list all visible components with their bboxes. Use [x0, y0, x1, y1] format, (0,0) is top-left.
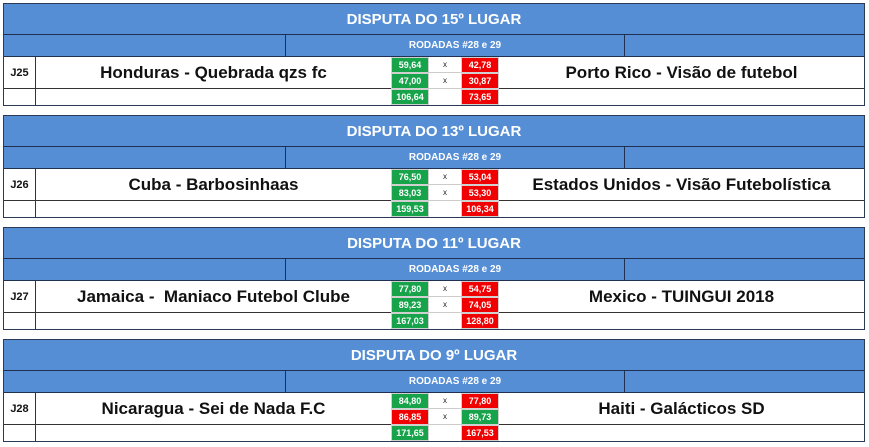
game-id: J26: [4, 169, 36, 201]
home-total-score: 167,03: [391, 313, 429, 329]
rounds-label: RODADAS #28 e 29: [408, 264, 502, 275]
divider: [285, 147, 286, 168]
game-id: J25: [4, 57, 36, 89]
empty-cell: [4, 313, 36, 329]
home-score-round-29: 83,03: [391, 185, 429, 201]
versus-mark: x: [429, 57, 461, 73]
home-team-name: Cuba - Barbosinhaas: [36, 169, 391, 201]
away-total-score: 167,53: [461, 425, 499, 441]
empty-cell: [429, 313, 461, 329]
block-title: DISPUTA DO 13º LUGAR: [4, 116, 864, 147]
rounds-header: RODADAS #28 e 29: [4, 35, 864, 57]
divider: [285, 371, 286, 392]
away-team-name: Estados Unidos - Visão Futebolística: [499, 169, 864, 201]
home-team-name: Jamaica - Maniaco Futebol Clube: [36, 281, 391, 313]
away-total-score: 73,65: [461, 89, 499, 105]
divider: [285, 35, 286, 56]
divider: [624, 371, 625, 392]
home-team-name: Honduras - Quebrada qzs fc: [36, 57, 391, 89]
game-id: J27: [4, 281, 36, 313]
away-score-round-29: 30,87: [461, 73, 499, 89]
empty-cell: [429, 201, 461, 217]
rounds-label: RODADAS #28 e 29: [408, 376, 502, 387]
match-block-11th-place: DISPUTA DO 11º LUGAR RODADAS #28 e 29 J2…: [3, 227, 865, 330]
match-block-9th-place: DISPUTA DO 9º LUGAR RODADAS #28 e 29 J28…: [3, 339, 865, 442]
home-score-round-28: 84,80: [391, 393, 429, 409]
away-score-round-29: 74,05: [461, 297, 499, 313]
versus-mark: x: [429, 73, 461, 89]
versus-mark: x: [429, 281, 461, 297]
away-team-name: Porto Rico - Visão de futebol: [499, 57, 864, 89]
away-score-round-28: 77,80: [461, 393, 499, 409]
divider: [285, 259, 286, 280]
empty-cell: [4, 201, 36, 217]
versus-mark: x: [429, 409, 461, 425]
block-title: DISPUTA DO 11º LUGAR: [4, 228, 864, 259]
match-block-15th-place: DISPUTA DO 15º LUGAR RODADAS #28 e 29 J2…: [3, 3, 865, 106]
versus-mark: x: [429, 185, 461, 201]
match-block-13th-place: DISPUTA DO 13º LUGAR RODADAS #28 e 29 J2…: [3, 115, 865, 218]
block-title: DISPUTA DO 15º LUGAR: [4, 4, 864, 35]
away-score-round-28: 54,75: [461, 281, 499, 297]
versus-mark: x: [429, 297, 461, 313]
rounds-header: RODADAS #28 e 29: [4, 259, 864, 281]
home-score-round-28: 77,80: [391, 281, 429, 297]
divider: [624, 259, 625, 280]
home-total-score: 106,64: [391, 89, 429, 105]
home-score-round-29: 47,00: [391, 73, 429, 89]
away-total-score: 128,80: [461, 313, 499, 329]
away-score-round-28: 53,04: [461, 169, 499, 185]
empty-cell: [4, 425, 36, 441]
home-score-round-28: 59,64: [391, 57, 429, 73]
rounds-label: RODADAS #28 e 29: [408, 152, 502, 163]
away-team-name: Haiti - Galácticos SD: [499, 393, 864, 425]
empty-cell: [429, 425, 461, 441]
rounds-label: RODADAS #28 e 29: [408, 40, 502, 51]
rounds-header: RODADAS #28 e 29: [4, 147, 864, 169]
home-total-score: 159,53: [391, 201, 429, 217]
home-score-round-29: 89,23: [391, 297, 429, 313]
rounds-header: RODADAS #28 e 29: [4, 371, 864, 393]
divider: [624, 35, 625, 56]
away-team-name: Mexico - TUINGUI 2018: [499, 281, 864, 313]
home-score-round-28: 76,50: [391, 169, 429, 185]
game-id: J28: [4, 393, 36, 425]
empty-cell: [4, 89, 36, 105]
block-title: DISPUTA DO 9º LUGAR: [4, 340, 864, 371]
away-score-round-29: 89,73: [461, 409, 499, 425]
away-score-round-28: 42,78: [461, 57, 499, 73]
divider: [624, 147, 625, 168]
away-total-score: 106,34: [461, 201, 499, 217]
empty-cell: [429, 89, 461, 105]
away-score-round-29: 53,30: [461, 185, 499, 201]
versus-mark: x: [429, 393, 461, 409]
home-score-round-29: 86,85: [391, 409, 429, 425]
home-total-score: 171,65: [391, 425, 429, 441]
versus-mark: x: [429, 169, 461, 185]
home-team-name: Nicaragua - Sei de Nada F.C: [36, 393, 391, 425]
